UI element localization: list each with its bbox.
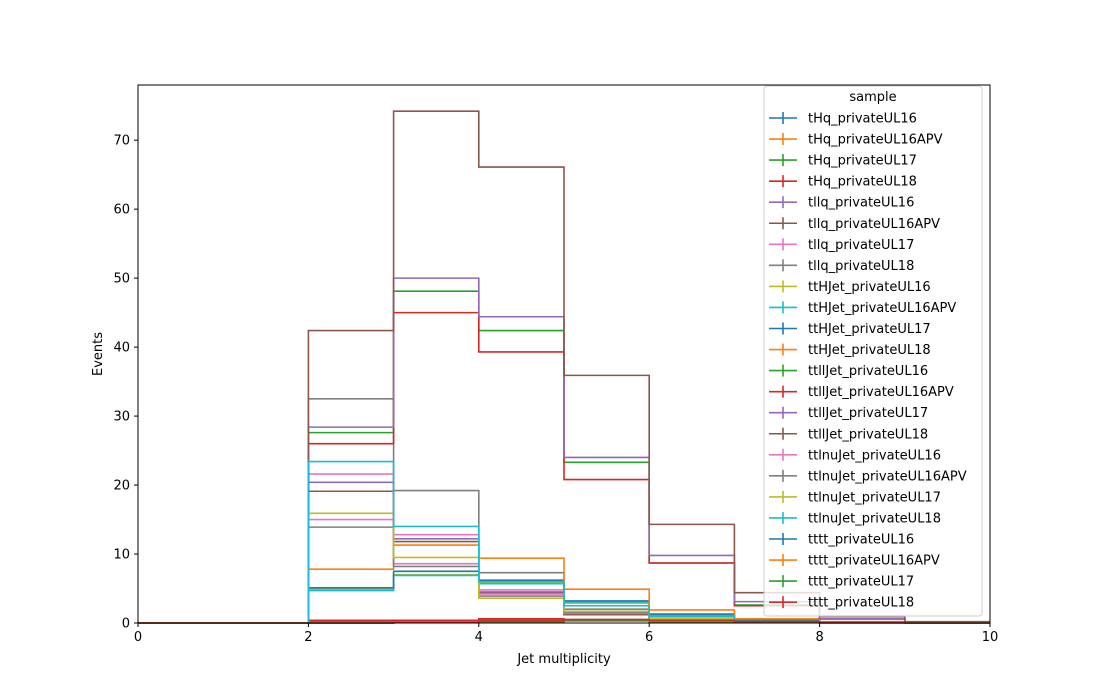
legend-entry-tHq_privateUL16: tHq_privateUL16 — [769, 112, 917, 127]
legend-label: ttlnuJet_privateUL16 — [808, 448, 941, 463]
legend-label: tttt_privateUL16APV — [808, 554, 940, 569]
legend-entry-tllq_privateUL16APV: tllq_privateUL16APV — [769, 217, 940, 232]
legend-entry-ttHJet_privateUL17: ttHJet_privateUL17 — [769, 322, 931, 337]
y-axis-label: Events — [91, 332, 106, 376]
legend-entry-ttHJet_privateUL16: ttHJet_privateUL16 — [769, 280, 931, 295]
legend-entry-tHq_privateUL18: tHq_privateUL18 — [769, 175, 917, 190]
legend-entry-ttllJet_privateUL16APV: ttllJet_privateUL16APV — [769, 385, 954, 400]
x-tick-label: 0 — [134, 630, 142, 645]
y-tick-label: 70 — [113, 134, 130, 149]
legend-label: tHq_privateUL16 — [808, 112, 917, 127]
legend-label: ttlnuJet_privateUL16APV — [808, 469, 967, 484]
legend-entry-ttllJet_privateUL16: ttllJet_privateUL16 — [769, 364, 928, 379]
y-tick-label: 10 — [113, 548, 130, 563]
legend-entry-tHq_privateUL17: tHq_privateUL17 — [769, 154, 917, 169]
y-tick-label: 60 — [113, 203, 130, 218]
legend-label: ttllJet_privateUL17 — [808, 406, 928, 421]
y-tick-label: 40 — [113, 341, 130, 356]
y-tick-label: 30 — [113, 410, 130, 425]
legend-entry-ttllJet_privateUL17: ttllJet_privateUL17 — [769, 406, 928, 421]
plot-frame — [137, 84, 991, 624]
legend-entry-tttt_privateUL16: tttt_privateUL16 — [769, 533, 914, 548]
legend-entry-tllq_privateUL17: tllq_privateUL17 — [769, 238, 914, 253]
legend-entry-ttlnuJet_privateUL18: ttlnuJet_privateUL18 — [769, 511, 941, 526]
legend: sample tHq_privateUL16 tHq_privateUL16APV… — [763, 85, 983, 617]
legend-entries: tHq_privateUL16 tHq_privateUL16APV tHq_pri… — [769, 112, 967, 611]
legend-label: tllq_privateUL16 — [808, 196, 914, 211]
legend-label: tHq_privateUL18 — [808, 175, 917, 190]
legend-label: tllq_privateUL17 — [808, 238, 914, 253]
y-tick-label: 20 — [113, 479, 130, 494]
legend-entry-tttt_privateUL16APV: tttt_privateUL16APV — [769, 554, 940, 569]
legend-entry-tHq_privateUL16APV: tHq_privateUL16APV — [769, 133, 943, 148]
series-layer — [138, 110, 990, 624]
legend-label: tHq_privateUL17 — [808, 154, 917, 169]
legend-label: ttllJet_privateUL16APV — [808, 385, 954, 400]
x-axis-ticks: 0 2 4 6 8 10 — [134, 623, 998, 645]
legend-label: tllq_privateUL18 — [808, 259, 914, 274]
x-tick-label: 6 — [645, 630, 653, 645]
x-tick-label: 8 — [815, 630, 823, 645]
legend-entry-ttlnuJet_privateUL17: ttlnuJet_privateUL17 — [769, 490, 941, 505]
legend-entry-tllq_privateUL16: tllq_privateUL16 — [769, 196, 914, 211]
legend-label: ttllJet_privateUL16 — [808, 364, 928, 379]
legend-label: ttllJet_privateUL18 — [808, 427, 928, 442]
legend-entry-tttt_privateUL18: tttt_privateUL18 — [769, 596, 914, 611]
legend-label: tttt_privateUL18 — [808, 596, 914, 611]
legend-label: ttHJet_privateUL16 — [808, 280, 931, 295]
x-tick-label: 10 — [982, 630, 999, 645]
legend-label: tttt_privateUL17 — [808, 575, 914, 590]
legend-box — [763, 85, 983, 617]
x-axis-label: Jet multiplicity — [516, 652, 611, 667]
legend-label: tHq_privateUL16APV — [808, 133, 943, 148]
legend-label: ttHJet_privateUL17 — [808, 322, 931, 337]
legend-title: sample — [849, 90, 896, 105]
legend-entry-ttHJet_privateUL16APV: ttHJet_privateUL16APV — [769, 301, 956, 316]
legend-entry-ttlnuJet_privateUL16: ttlnuJet_privateUL16 — [769, 448, 941, 463]
x-tick-label: 4 — [475, 630, 483, 645]
legend-entry-tttt_privateUL17: tttt_privateUL17 — [769, 575, 914, 590]
legend-label: ttlnuJet_privateUL18 — [808, 511, 941, 526]
legend-entry-tllq_privateUL18: tllq_privateUL18 — [769, 259, 914, 274]
legend-entry-ttllJet_privateUL18: ttllJet_privateUL18 — [769, 427, 928, 442]
legend-entry-ttHJet_privateUL18: ttHJet_privateUL18 — [769, 343, 931, 358]
x-tick-label: 2 — [304, 630, 312, 645]
legend-label: tttt_privateUL16 — [808, 533, 914, 548]
y-tick-label: 50 — [113, 272, 130, 287]
y-tick-label: 0 — [122, 617, 130, 632]
legend-label: tllq_privateUL16APV — [808, 217, 940, 232]
legend-label: ttHJet_privateUL16APV — [808, 301, 956, 316]
legend-label: ttHJet_privateUL18 — [808, 343, 931, 358]
legend-entry-ttlnuJet_privateUL16APV: ttlnuJet_privateUL16APV — [769, 469, 967, 484]
legend-label: ttlnuJet_privateUL17 — [808, 490, 941, 505]
y-axis-ticks: 0 10 20 30 40 50 60 70 — [113, 134, 138, 632]
